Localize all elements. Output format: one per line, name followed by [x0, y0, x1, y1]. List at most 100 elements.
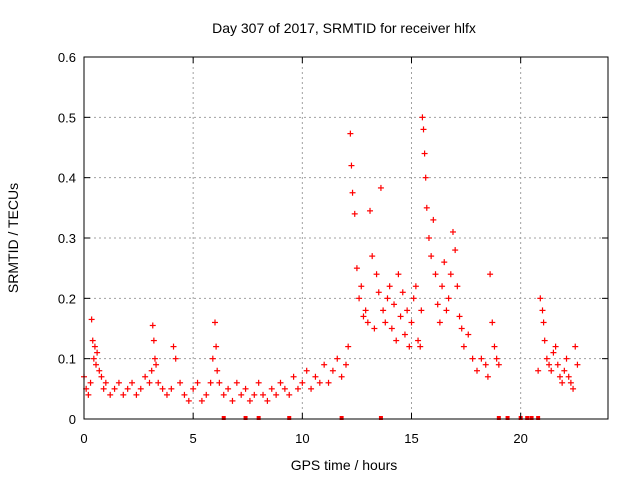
data-point [338, 373, 345, 380]
data-point [552, 343, 559, 350]
data-point [436, 319, 443, 326]
data-point [181, 391, 188, 398]
data-point [115, 379, 122, 386]
data-point [242, 385, 249, 392]
zero-marker [287, 416, 292, 420]
data-point [281, 385, 288, 392]
data-point [543, 355, 550, 362]
data-point [456, 313, 463, 320]
data-point [537, 295, 544, 302]
data-point [460, 343, 467, 350]
zero-marker [243, 416, 248, 420]
data-point [345, 343, 352, 350]
data-point [268, 385, 275, 392]
data-point [362, 307, 369, 314]
data-point [420, 126, 427, 133]
data-point [277, 379, 284, 386]
data-point [149, 322, 156, 329]
data-point [308, 385, 315, 392]
data-point [421, 150, 428, 157]
data-point [94, 349, 101, 356]
data-point [294, 385, 301, 392]
data-point [349, 189, 356, 196]
data-point [238, 391, 245, 398]
data-point [489, 319, 496, 326]
data-point [559, 379, 566, 386]
data-point [572, 343, 579, 350]
y-axis-label: SRMTID / TECUs [5, 183, 21, 293]
data-point [554, 361, 561, 368]
data-point [439, 283, 446, 290]
data-point [565, 373, 572, 380]
data-point [428, 253, 435, 260]
data-point [423, 204, 430, 211]
data-point [198, 397, 205, 404]
data-point [102, 379, 109, 386]
data-point [290, 373, 297, 380]
data-point [151, 355, 158, 362]
data-point [495, 361, 502, 368]
data-point [124, 385, 131, 392]
data-point [172, 355, 179, 362]
data-point [412, 283, 419, 290]
data-point [541, 337, 548, 344]
data-point [418, 307, 425, 314]
zero-marker [221, 416, 226, 420]
data-points [81, 114, 581, 404]
data-point [458, 325, 465, 332]
data-point [391, 301, 398, 308]
data-point [321, 361, 328, 368]
data-point [358, 283, 365, 290]
data-point [142, 373, 149, 380]
data-point [220, 391, 227, 398]
data-point [273, 391, 280, 398]
zero-marker [256, 416, 261, 420]
data-point [404, 307, 411, 314]
data-point [474, 367, 480, 374]
data-point [493, 355, 500, 362]
data-point [351, 210, 358, 217]
data-point [375, 289, 382, 296]
zero-marker [378, 416, 383, 420]
data-point [148, 367, 155, 374]
data-point [574, 361, 581, 368]
x-tick-label: 10 [295, 431, 309, 446]
data-point [129, 379, 136, 386]
data-point [347, 130, 354, 137]
data-point [382, 319, 389, 326]
data-point [87, 379, 94, 386]
data-point [393, 337, 400, 344]
data-point [150, 337, 157, 344]
zero-marker [496, 416, 501, 420]
data-point [408, 319, 415, 326]
data-point [133, 391, 140, 398]
y-tick-label: 0 [69, 412, 76, 427]
data-point [452, 247, 459, 254]
data-point [491, 343, 498, 350]
data-point [410, 295, 417, 302]
data-point [386, 283, 393, 290]
data-point [367, 207, 374, 214]
zero-marker [536, 416, 541, 420]
x-tick-label: 20 [513, 431, 527, 446]
data-point [203, 391, 210, 398]
data-point [406, 343, 413, 350]
x-tick-label: 15 [404, 431, 418, 446]
data-point [419, 114, 426, 121]
data-point [478, 355, 485, 362]
data-point [334, 355, 341, 362]
data-point [299, 379, 306, 386]
data-point [214, 367, 221, 374]
data-point [430, 216, 437, 223]
y-tick-label: 0.5 [58, 110, 76, 125]
axis-ticks: 0 5 10 15 20 0 0.1 0.2 0.3 0.4 0.5 0.6 [58, 50, 608, 446]
x-tick-label: 0 [80, 431, 87, 446]
data-point [377, 184, 384, 191]
data-point [373, 271, 380, 278]
x-tick-label: 5 [190, 431, 197, 446]
zero-marker [339, 416, 344, 420]
data-point [194, 379, 201, 386]
data-point [563, 355, 570, 362]
data-point [482, 361, 489, 368]
data-point [417, 343, 424, 350]
